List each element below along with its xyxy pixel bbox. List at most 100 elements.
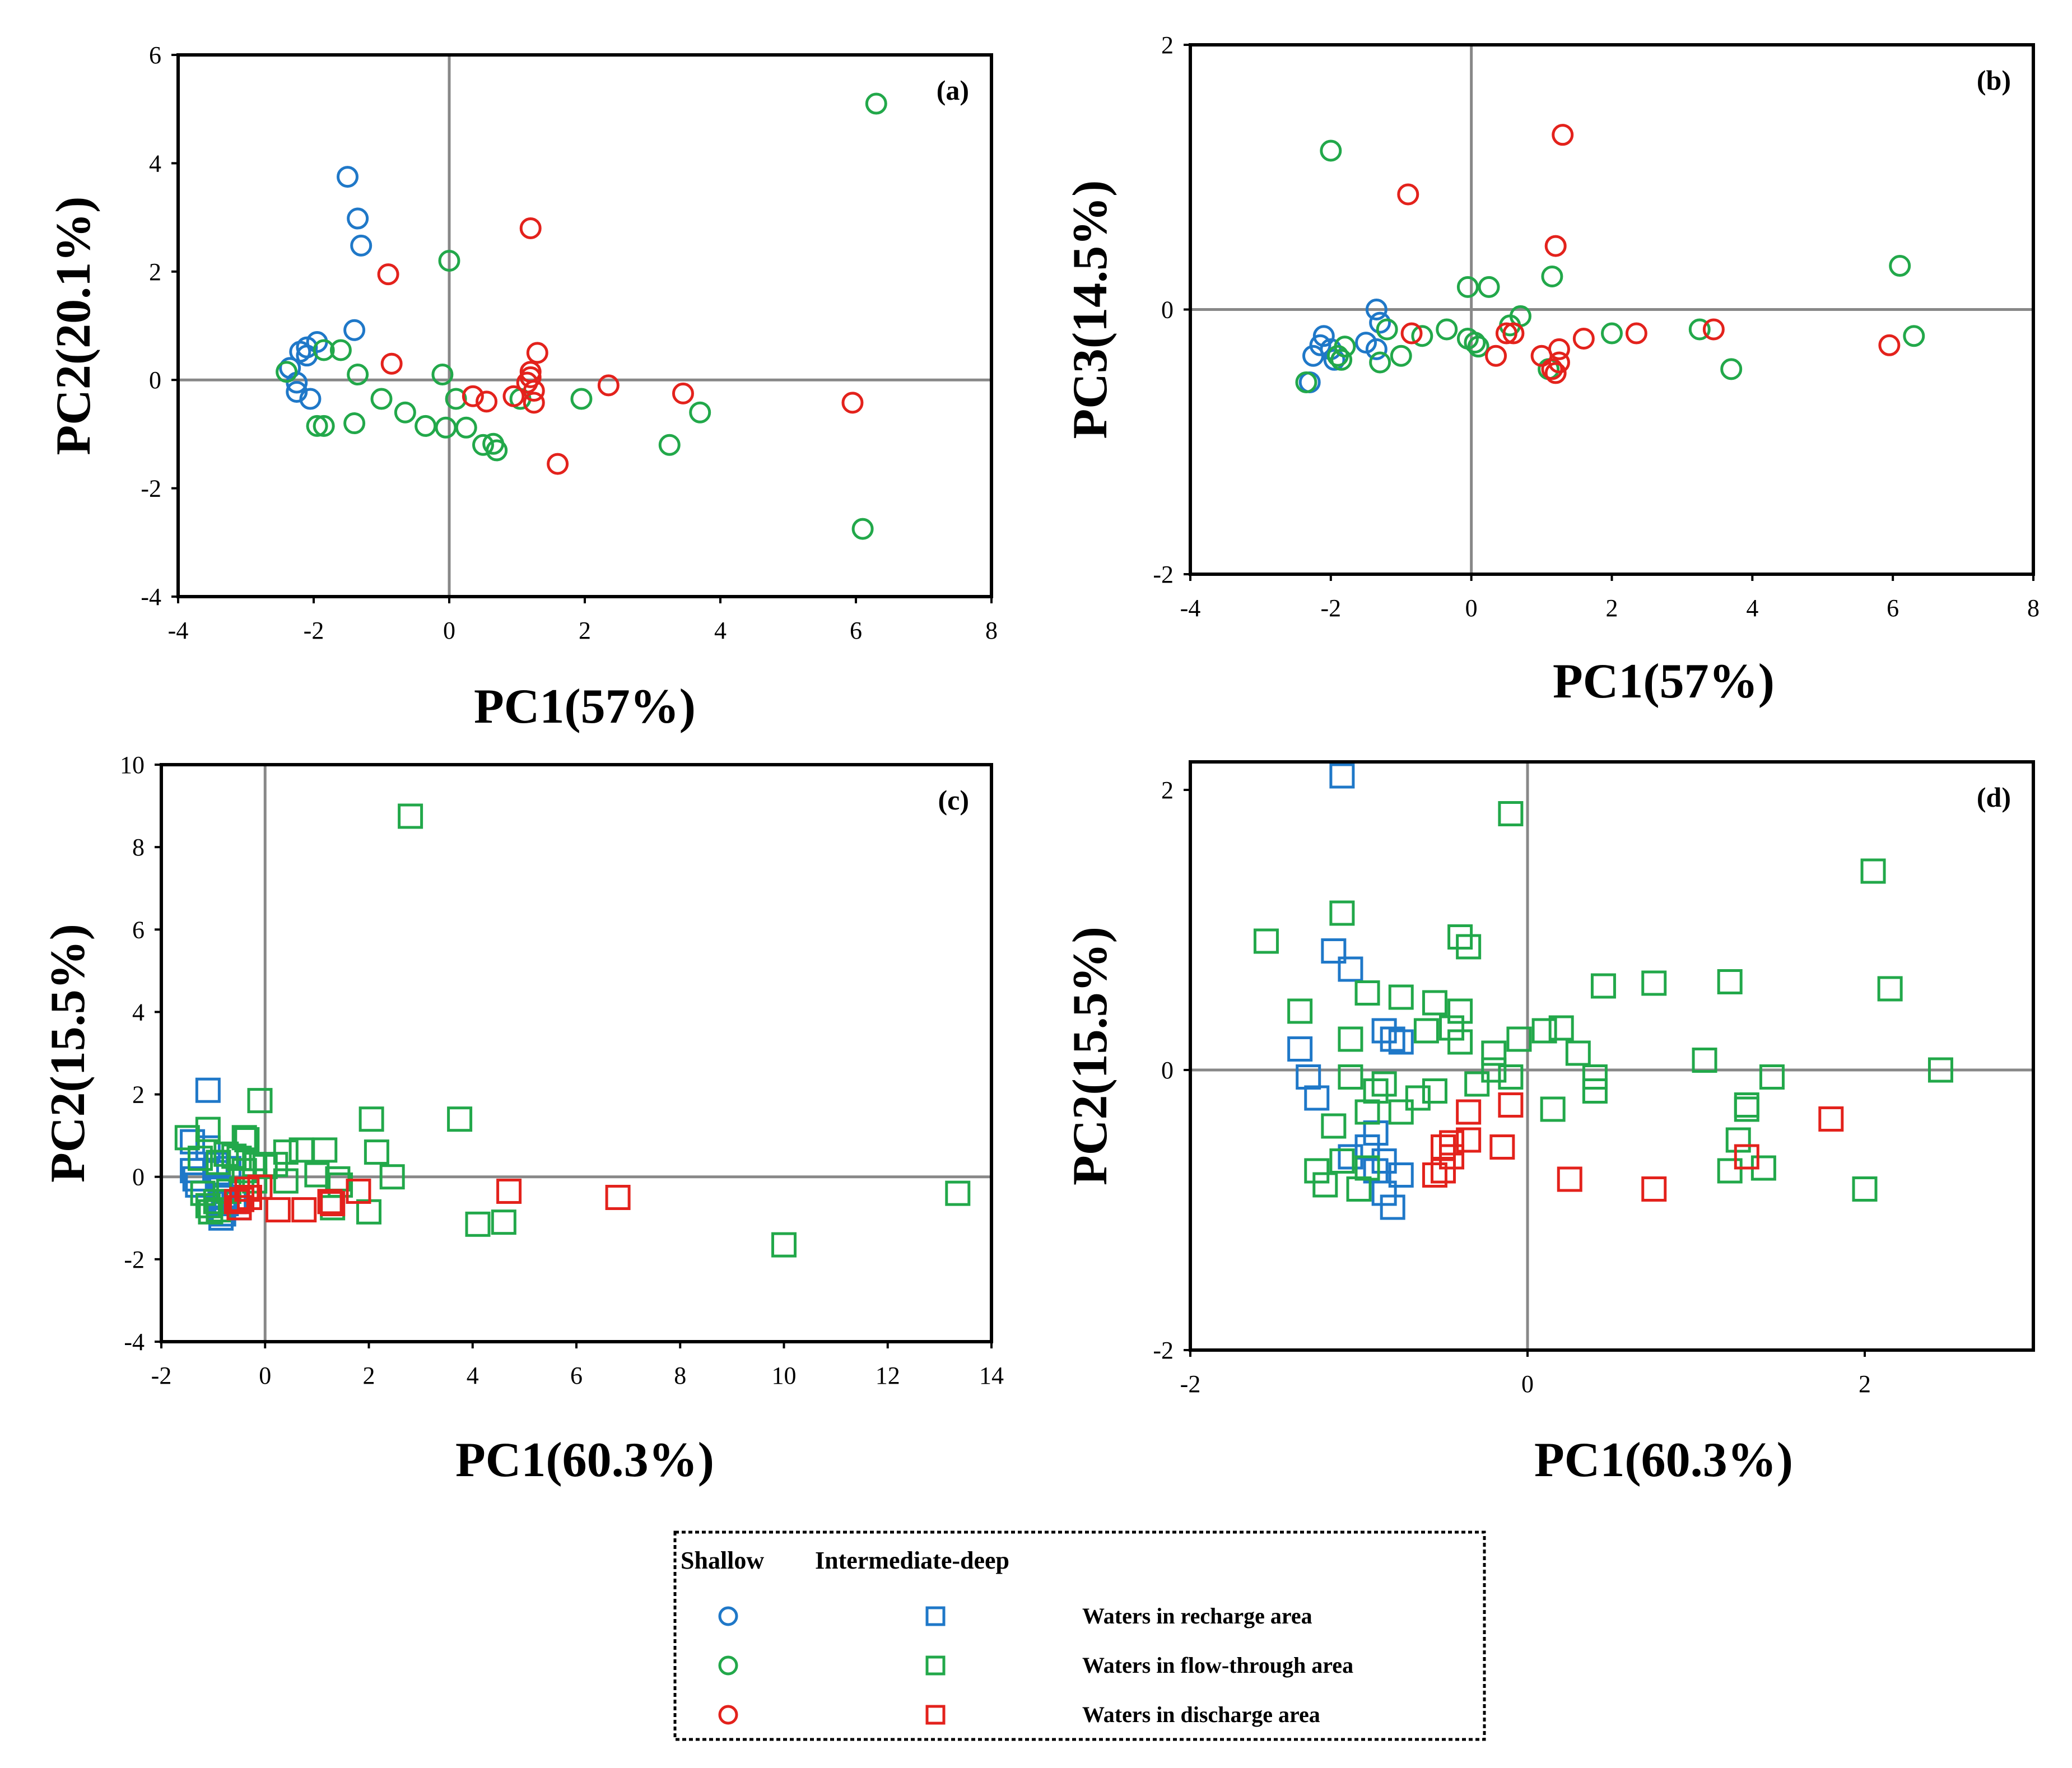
data-point <box>1818 1106 1844 1132</box>
data-point <box>1287 1036 1313 1062</box>
data-point <box>523 380 545 402</box>
data-point <box>1464 332 1486 354</box>
series-discharge <box>1397 124 1901 384</box>
data-point <box>1498 1064 1524 1090</box>
data-point <box>1478 276 1500 298</box>
data-point <box>1601 322 1623 345</box>
data-point <box>1439 1130 1465 1156</box>
data-point <box>496 1178 522 1204</box>
x-tick-label: 2 <box>363 1362 375 1389</box>
data-point <box>1688 318 1711 341</box>
data-point <box>1321 938 1347 964</box>
x-tick-label: 0 <box>1521 1370 1534 1398</box>
data-point <box>317 1189 343 1215</box>
data-point <box>1860 858 1886 884</box>
legend-shallow-marker <box>718 1606 738 1626</box>
data-point <box>1338 956 1363 982</box>
legend-deep-header: Intermediate-deep <box>815 1547 1009 1574</box>
data-point <box>1720 358 1743 380</box>
data-point <box>1582 1078 1608 1104</box>
data-point <box>1456 1099 1482 1125</box>
data-point <box>945 1180 971 1206</box>
x-tick-label: 2 <box>1859 1370 1871 1398</box>
data-point <box>358 1106 384 1132</box>
data-point <box>1464 1071 1490 1097</box>
data-point <box>1759 1064 1785 1090</box>
x-tick-label: 10 <box>772 1362 797 1389</box>
data-point <box>1388 984 1414 1010</box>
data-point <box>1329 1148 1355 1174</box>
legend-deep-marker <box>925 1655 946 1676</box>
data-point <box>306 415 328 437</box>
data-point <box>1544 235 1567 257</box>
panel-label: (d) <box>1977 781 2011 813</box>
legend-deep-marker <box>925 1705 946 1725</box>
data-point <box>1323 348 1345 371</box>
y-tick-label: 4 <box>149 150 161 177</box>
data-point <box>343 319 366 341</box>
data-point <box>242 1168 268 1194</box>
data-point <box>672 382 694 404</box>
data-point <box>370 388 393 410</box>
data-point <box>1498 1092 1524 1118</box>
data-point <box>1889 255 1911 277</box>
data-point <box>1489 1134 1515 1160</box>
data-point <box>1388 1099 1414 1125</box>
legend-deep-marker <box>925 1606 946 1626</box>
series-discharge <box>1422 1092 1844 1202</box>
data-point <box>519 217 542 239</box>
data-point <box>1544 362 1567 384</box>
series-recharge <box>1287 763 1414 1220</box>
data-point <box>364 1139 389 1165</box>
data-point <box>1548 1015 1574 1041</box>
series-discharge <box>224 1174 631 1223</box>
data-point <box>1485 345 1507 367</box>
data-point <box>1903 325 1925 347</box>
legend-shallow-marker <box>718 1705 738 1725</box>
x-tick-label: 8 <box>674 1362 686 1389</box>
y-tick-label: 4 <box>132 998 145 1026</box>
data-point <box>398 803 423 829</box>
y-tick-label: 0 <box>132 1164 145 1191</box>
data-point <box>491 1209 516 1235</box>
y-axis-label: PC2(15.5%) <box>1063 927 1118 1185</box>
data-point <box>1447 1029 1473 1055</box>
legend-frame <box>673 1530 1486 1741</box>
data-point <box>1390 345 1412 367</box>
data-point <box>213 1141 239 1167</box>
data-point <box>1495 322 1517 345</box>
data-point <box>1717 969 1743 994</box>
data-point <box>1541 265 1563 287</box>
data-point <box>447 1106 473 1132</box>
data-point <box>1355 332 1377 354</box>
x-tick-label: -2 <box>151 1362 172 1389</box>
data-point <box>1456 934 1482 960</box>
data-point <box>1354 1099 1380 1125</box>
data-point <box>380 352 403 375</box>
data-point <box>1625 322 1647 345</box>
legend-shallow-header: Shallow <box>681 1547 764 1574</box>
y-tick-label: 6 <box>149 41 161 69</box>
series-discharge <box>377 217 864 475</box>
data-point <box>1388 1162 1414 1188</box>
data-point <box>1295 371 1317 393</box>
data-point <box>605 1185 631 1210</box>
data-point <box>1422 990 1447 1016</box>
x-tick-label: 0 <box>443 617 455 644</box>
data-point <box>472 434 494 456</box>
x-tick-label: 4 <box>1746 594 1758 622</box>
data-point <box>1400 322 1423 345</box>
data-point <box>1481 1057 1507 1083</box>
data-point <box>1852 1176 1878 1202</box>
data-point <box>1552 124 1574 146</box>
x-tick-label: 4 <box>467 1362 479 1389</box>
data-point <box>313 415 335 437</box>
data-point <box>502 385 525 407</box>
data-point <box>476 390 498 413</box>
data-point <box>174 1125 200 1151</box>
data-point <box>1397 183 1419 206</box>
data-point <box>1734 1144 1759 1170</box>
data-point <box>1338 1064 1363 1090</box>
y-tick-label: 2 <box>1161 31 1174 59</box>
data-point <box>187 1146 213 1171</box>
